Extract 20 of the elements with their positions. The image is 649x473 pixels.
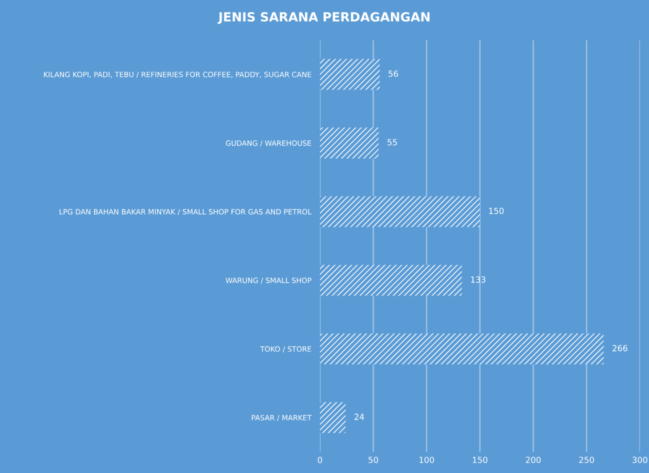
data-label: 150 [489,208,504,214]
x-tick-label: 50 [368,456,378,464]
bar [320,128,379,158]
x-tick-label: 300 [632,456,648,464]
data-label: 266 [612,345,628,352]
data-label: 24 [354,414,364,420]
data-label: 133 [471,276,486,283]
x-tick-label: 100 [420,456,434,464]
x-tick-label: 200 [526,456,541,464]
x-tick-label: 250 [579,456,594,464]
bar [320,402,346,434]
chart-title: JENIS SARANA PERDAGANGAN [218,12,430,24]
x-tick-label: 150 [472,456,488,464]
bar [320,333,604,364]
data-label: 55 [388,139,397,146]
bar [320,58,380,90]
bar [320,196,480,228]
bar [320,264,462,296]
x-tick-label: 0 [318,456,322,464]
data-label: 56 [388,70,398,77]
